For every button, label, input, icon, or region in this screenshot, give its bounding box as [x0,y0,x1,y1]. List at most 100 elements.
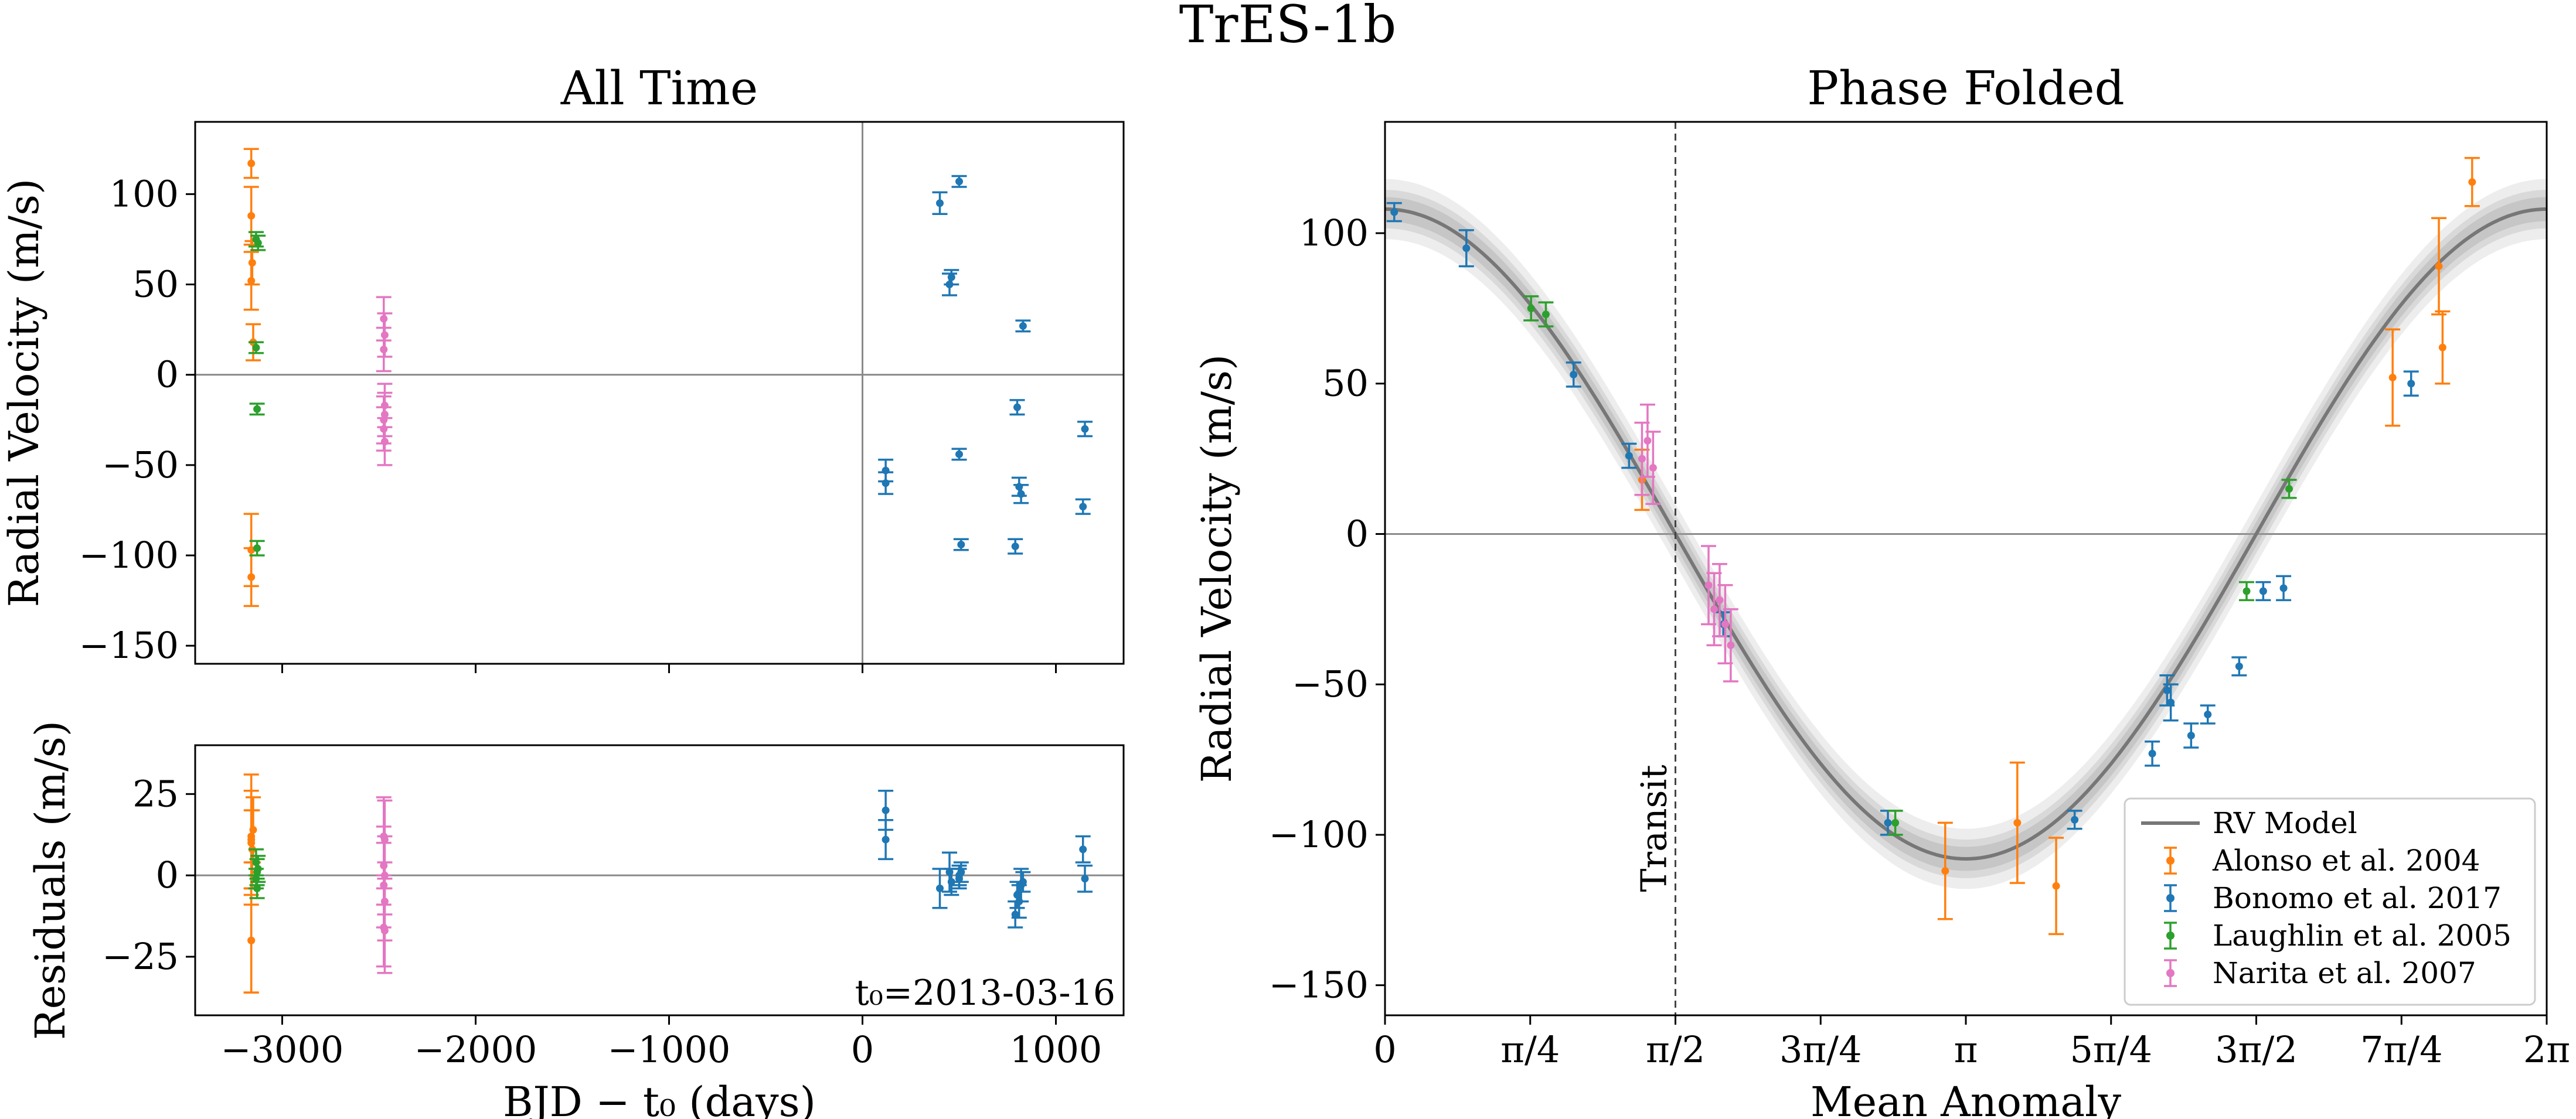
series-bonomo-et-al-2017 [1386,202,2419,836]
data-point [957,868,965,876]
legend-label-bonomo-et-al-2017: Bonomo et al. 2017 [2213,881,2502,915]
data-point [1884,818,1892,827]
data-point [1941,867,1949,875]
x-tick-label: π [1954,1028,1978,1071]
data-point [1019,878,1027,886]
data-point [1013,403,1021,411]
y-tick-label: −100 [79,534,179,576]
legend-swatch [2166,857,2175,865]
residuals-xlabel: BJD − t₀ (days) [503,1078,816,1119]
data-point [247,936,256,944]
rv-model-line [1385,207,2547,861]
legend-swatch [2166,932,2175,940]
all-time-panel: −150 −100 −50 0 50 100 All Time Radial Velocity… [0,61,1125,673]
data-point [1891,818,1900,827]
data-point [2407,380,2415,388]
x-tick-label: 0 [851,1028,874,1071]
data-point [2259,587,2267,595]
data-point [1643,436,1652,445]
data-point [882,479,890,487]
data-point [2204,711,2212,719]
data-point [252,343,260,352]
data-point [380,438,389,446]
data-point [947,878,955,886]
data-point [882,806,890,814]
y-tick-label: 50 [132,263,179,306]
x-tick-label: −3000 [221,1028,344,1071]
data-point [1390,208,1398,216]
data-point [2167,698,2175,707]
legend-swatch [2166,969,2175,977]
series-narita-et-al-2007 [376,796,393,974]
x-tick-label: −1000 [608,1028,731,1071]
all_time-plot-area [195,122,1124,664]
data-point [936,884,944,892]
data-point [1081,425,1089,433]
data-point [253,884,261,892]
data-point [2071,816,2079,824]
data-point [1011,910,1019,919]
x-tick-label: π/2 [1646,1028,1705,1071]
data-point [2242,587,2251,595]
y-tick-label: −150 [1269,964,1369,1007]
legend-box [2124,797,2536,1006]
y-tick-label: 50 [1322,362,1369,405]
x-tick-label: 7π/4 [2360,1028,2443,1071]
all_time-title: All Time [560,61,758,115]
model-band [1385,179,2547,889]
phase_folded-ylabel: Radial Velocity (m/s) [1193,354,1241,783]
data-point [1570,370,1578,378]
data-point [957,541,965,548]
data-point [1625,452,1633,460]
data-point [247,546,256,554]
data-point [1527,304,1535,312]
series-narita-et-al-2007 [1634,403,1738,683]
data-point [380,927,389,935]
legend-model-label: RV Model [2213,806,2357,840]
data-point [1727,641,1735,649]
data-point [2235,662,2243,670]
residuals-ylabel: Residuals (m/s) [26,721,74,1040]
data-point [253,544,261,552]
data-point [955,178,963,186]
data-point [254,239,262,247]
series-alonso-et-al-2004 [243,148,261,608]
data-point [1462,244,1471,253]
y-tick-label: −150 [79,624,179,667]
all_time-ylabel: Radial Velocity (m/s) [0,179,48,608]
y-tick-label: 100 [110,172,179,215]
data-point [247,835,256,844]
y-tick-label: 100 [1299,211,1369,254]
data-point [1721,620,1729,628]
phase_folded-xlabel: Mean Anomaly [1811,1078,2121,1119]
data-point [247,277,256,285]
data-point [1079,845,1087,854]
all_time-frame [194,121,1125,665]
data-point [247,159,256,168]
data-point [1019,322,1027,330]
data-point [2285,485,2293,493]
series-laughlin-et-al-2005 [248,848,266,899]
y-tick-label: 0 [1346,512,1369,555]
legend-label-laughlin-et-al-2005: Laughlin et al. 2005 [2213,919,2512,953]
data-point [1716,596,1724,604]
figure-title: TrES-1b [1179,0,1397,54]
data-point [253,405,261,413]
x-tick-label: 3π/4 [1779,1028,1862,1071]
x-tick-label: 3π/2 [2215,1028,2298,1071]
x-tick-label: 5π/4 [2070,1028,2152,1071]
data-point [955,450,963,458]
data-point [1541,311,1550,319]
x-tick-label: 2π [2523,1028,2570,1071]
data-point [947,273,955,281]
data-point [1079,503,1087,511]
t0-annotation: t₀=2013-03-16 [855,973,1115,1014]
data-point [936,199,944,207]
series-narita-et-al-2007 [376,296,393,466]
y-tick-label: 0 [156,353,179,396]
series-bonomo-et-al-2017 [878,790,1093,929]
data-point [2435,262,2443,270]
transit-label: Transit [1634,765,1675,892]
data-point [1638,455,1646,463]
